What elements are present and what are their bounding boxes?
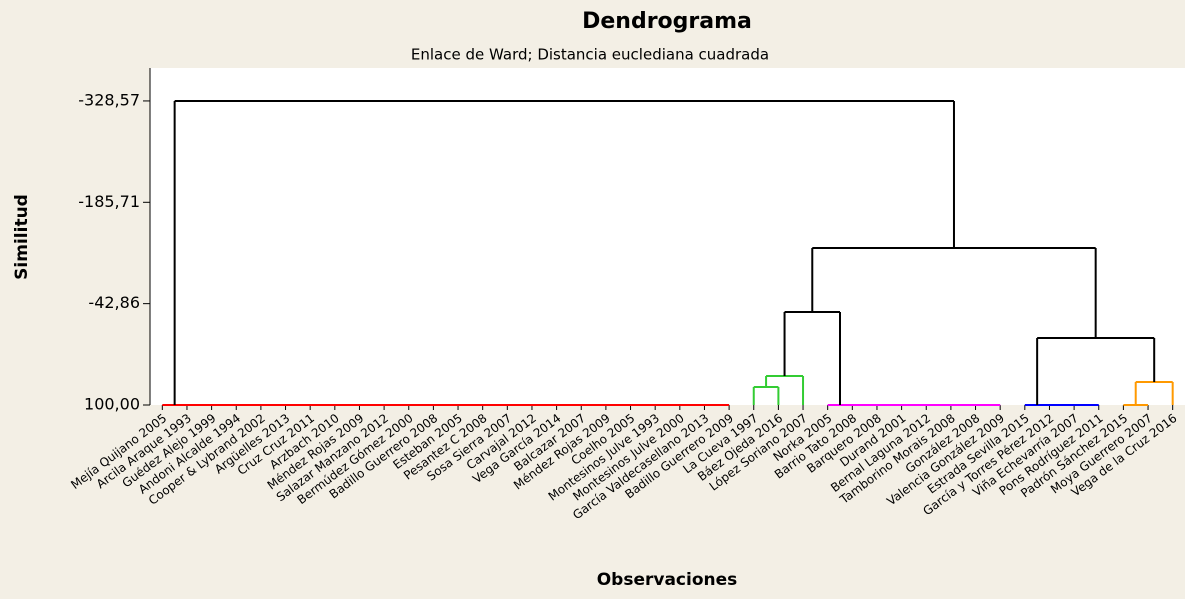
plot-area — [150, 68, 1185, 405]
dendrogram-link — [173, 99, 955, 405]
dendrogram-link — [1036, 336, 1156, 405]
chart-subtitle: Enlace de Ward; Distancia euclediana cua… — [411, 46, 769, 64]
y-tick-label: -42,86 — [88, 293, 140, 312]
y-tick-label: -328,57 — [78, 90, 140, 109]
y-tick-label: 100,00 — [84, 395, 140, 414]
chart-title: Dendrograma — [582, 9, 752, 34]
x-axis-label: Observaciones — [597, 570, 738, 590]
y-axis-label: Similitud — [12, 194, 32, 280]
dendrogram-link — [765, 374, 805, 405]
y-tick-label: -185,71 — [78, 192, 140, 211]
